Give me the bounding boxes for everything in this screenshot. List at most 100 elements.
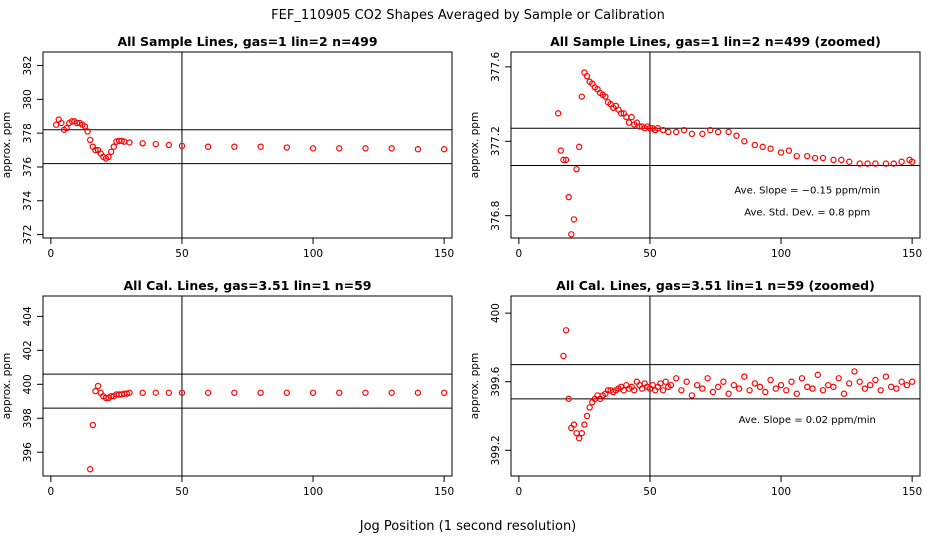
data-point-sample (178, 142, 186, 150)
y-tick-label-sample: 372 (22, 225, 34, 245)
data-point-cal (139, 389, 146, 396)
data-point-cal-zoomed (667, 381, 675, 389)
chart-sample: All Sample Lines, gas=1 lin=2 n=499 appro… (1, 34, 454, 260)
data-point-sample-zoomed (804, 152, 811, 160)
data-point-cal-zoomed (835, 375, 842, 382)
data-point-sample-zoomed (725, 128, 732, 136)
data-point-cal-zoomed (825, 381, 832, 389)
data-point-sample-zoomed (565, 193, 572, 201)
data-point-cal-zoomed (714, 383, 722, 391)
chart-panels: All Sample Lines, gas=1 lin=2 n=499 appro… (1, 34, 922, 498)
plot-frame-sample (42, 51, 453, 239)
chart-title-cal: All Cal. Lines, gas=3.51 lin=1 n=59 (123, 278, 371, 293)
data-point-sample-zoomed (623, 113, 630, 121)
data-point-sample-zoomed (751, 141, 759, 149)
data-point-sample-zoomed (714, 128, 722, 136)
data-point-sample-zoomed (575, 143, 583, 151)
y-tick-label-sample-zoomed: 376.8 (490, 201, 502, 231)
data-point-cal-zoomed (672, 375, 680, 382)
data-point-sample-zoomed (654, 125, 662, 132)
x-tick-label-sample-zoomed: 0 (516, 248, 523, 260)
data-point-sample (283, 144, 291, 151)
data-point-sample-zoomed (554, 110, 562, 117)
data-point-cal-zoomed (662, 378, 669, 385)
y-tick-label-sample: 382 (22, 56, 34, 76)
data-point-sample (84, 128, 91, 135)
chart-title-sample-zoomed: All Sample Lines, gas=1 lin=2 n=499 (zoo… (550, 34, 881, 49)
x-tick-label-sample-zoomed: 150 (902, 248, 922, 260)
y-axis-label-sample-zoomed: approx. ppm (469, 112, 481, 178)
x-tick-label-cal: 100 (303, 486, 323, 498)
data-point-sample (388, 145, 395, 152)
data-point-sample-zoomed (570, 216, 578, 223)
data-point-sample-zoomed (838, 156, 845, 164)
data-point-cal-zoomed (767, 376, 774, 384)
data-point-sample-zoomed (882, 160, 890, 167)
data-point-sample-zoomed (785, 147, 793, 154)
x-tick-label-cal: 50 (175, 486, 188, 498)
data-point-cal-zoomed (746, 387, 753, 394)
data-point-sample-zoomed (625, 119, 633, 126)
data-point-sample (110, 143, 117, 150)
y-axis-label-cal-zoomed: approx. ppm (469, 353, 481, 419)
data-point-cal (204, 389, 212, 396)
annotation-sample-zoomed: Ave. Std. Dev. = 0.8 ppm (744, 208, 870, 219)
data-point-cal (257, 389, 264, 396)
data-point-sample-zoomed (568, 231, 575, 238)
data-point-sample-zoomed (890, 160, 897, 167)
y-tick-label-sample: 380 (22, 89, 34, 109)
data-point-cal-zoomed (866, 381, 874, 389)
data-point-cal (86, 466, 94, 473)
data-point-sample-zoomed (793, 152, 800, 160)
data-point-cal-zoomed (762, 388, 769, 396)
x-tick-label-cal-zoomed: 100 (771, 486, 791, 498)
y-tick-label-cal: 398 (22, 408, 34, 428)
data-point-cal-zoomed (809, 385, 816, 392)
y-tick-label-sample-zoomed: 377.6 (490, 52, 502, 82)
data-point-cal-zoomed (741, 373, 748, 380)
data-point-sample-zoomed (759, 143, 766, 151)
data-point-sample-zoomed (672, 128, 680, 136)
data-point-sample (126, 139, 133, 146)
data-point-cal-zoomed (751, 380, 759, 387)
x-tick-label-cal-zoomed: 150 (902, 486, 922, 498)
data-point-sample (86, 136, 94, 144)
data-point-sample-zoomed (688, 130, 696, 138)
data-point-cal-zoomed (583, 412, 591, 420)
data-point-sample-zoomed (733, 132, 740, 139)
data-point-sample-zoomed (680, 126, 688, 134)
data-point-sample (165, 141, 173, 149)
data-point-sample-zoomed (557, 147, 565, 154)
data-point-cal (92, 387, 99, 395)
data-point-sample-zoomed (908, 158, 916, 165)
chart-title-cal-zoomed: All Cal. Lines, gas=3.51 lin=1 n=59 (zoo… (556, 278, 875, 293)
y-tick-label-cal: 404 (22, 306, 34, 326)
data-point-cal (283, 389, 291, 396)
figure-title: FEF_110905 CO2 Shapes Averaged by Sample… (271, 8, 665, 23)
annotation-cal-zoomed: Ave. Slope = 0.02 ppm/min (739, 415, 876, 426)
data-point-sample-zoomed (741, 138, 748, 145)
data-point-cal-zoomed (560, 352, 567, 360)
data-point-cal (440, 389, 448, 396)
data-point-sample-zoomed (602, 93, 609, 100)
data-point-cal-zoomed (709, 388, 717, 396)
data-point-cal-zoomed (877, 387, 884, 394)
data-point-cal-zoomed (783, 387, 790, 394)
data-point-sample (362, 145, 369, 152)
y-tick-label-sample-zoomed: 377.2 (490, 126, 502, 156)
y-tick-label-cal: 396 (22, 442, 34, 462)
data-point-sample (257, 143, 264, 150)
x-tick-label-sample: 100 (303, 248, 323, 260)
data-point-cal-zoomed (898, 378, 905, 385)
data-point-cal-zoomed (804, 383, 811, 391)
data-point-cal-zoomed (570, 421, 578, 428)
data-point-cal-zoomed (678, 387, 685, 394)
data-point-sample (52, 121, 60, 128)
data-point-cal-zoomed (720, 378, 727, 385)
data-point-cal-zoomed (908, 378, 916, 385)
data-point-sample-zoomed (646, 125, 654, 132)
y-axis-label-sample: approx. ppm (1, 112, 13, 178)
data-point-cal-zoomed (861, 385, 869, 392)
data-point-sample (231, 143, 238, 150)
